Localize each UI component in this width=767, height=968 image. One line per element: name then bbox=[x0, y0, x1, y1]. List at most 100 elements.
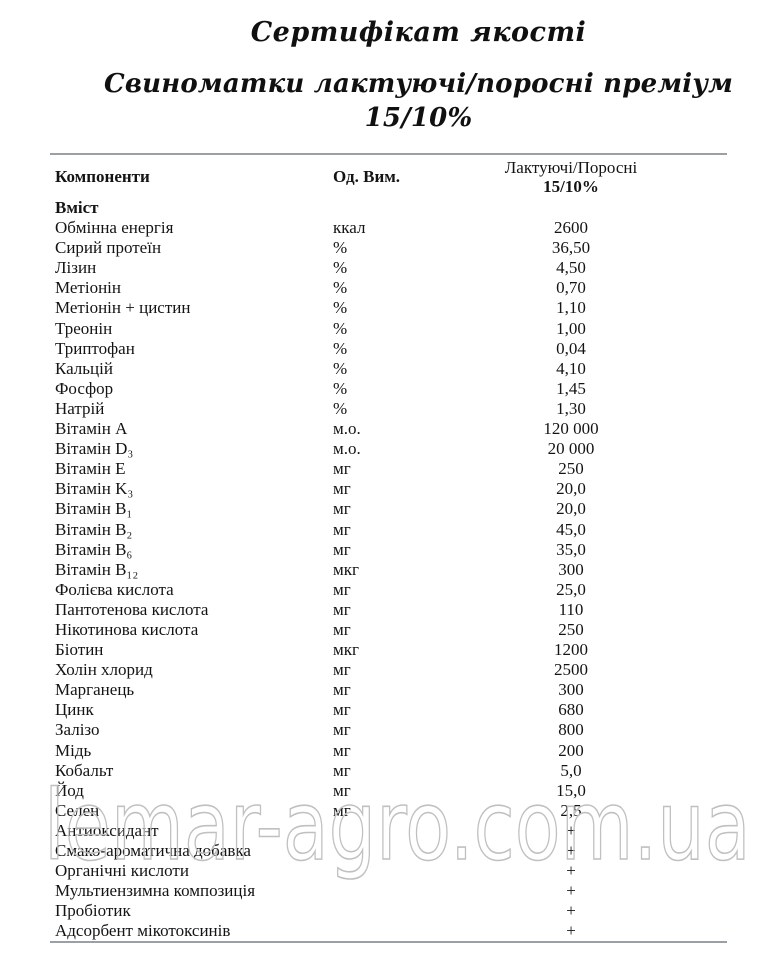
table-row: Нікотинова кислота мг 250 bbox=[50, 620, 727, 640]
section-label: Вміст bbox=[55, 198, 99, 217]
row-component: Цинк bbox=[55, 700, 94, 720]
row-value: 250 bbox=[558, 459, 584, 479]
table-row: Органічні кислоти + bbox=[50, 861, 727, 881]
table-row: Кобальт мг 5,0 bbox=[50, 761, 727, 781]
table-row: Йод мг 15,0 bbox=[50, 781, 727, 801]
row-component: Вітамін K₃ bbox=[55, 479, 134, 499]
row-value: 2600 bbox=[554, 218, 588, 238]
row-unit bbox=[333, 921, 471, 941]
table-row: Сирий протеїн % 36,50 bbox=[50, 238, 727, 258]
row-value: + bbox=[566, 901, 576, 921]
row-component: Вітамін B₆ bbox=[55, 539, 133, 559]
table-row: Антиоксидант + bbox=[50, 821, 727, 841]
row-value: 1,30 bbox=[556, 398, 586, 418]
title-block: Сертифікат якості Свиноматки лактуючі/по… bbox=[70, 16, 767, 135]
row-value: 15,0 bbox=[556, 780, 586, 800]
row-unit: мг bbox=[333, 479, 351, 499]
row-unit: мг bbox=[333, 619, 351, 639]
row-component: Мідь bbox=[55, 740, 92, 760]
table-row: Метіонін + цистин % 1,10 bbox=[50, 298, 727, 318]
column-header-unit: Од. Вим. bbox=[333, 166, 401, 186]
row-component: Адсорбент мікотоксинів bbox=[55, 921, 231, 941]
table-row: Вітамін K₃ мг 20,0 bbox=[50, 479, 727, 499]
row-component: Натрій bbox=[55, 398, 105, 418]
row-value: 680 bbox=[558, 700, 584, 720]
table-row: Кальцій % 4,10 bbox=[50, 359, 727, 379]
row-value: + bbox=[566, 820, 576, 840]
row-unit: мг bbox=[333, 780, 351, 800]
row-value: 110 bbox=[558, 599, 584, 619]
row-value: 1,00 bbox=[556, 318, 586, 338]
row-component: Обмінна енергія bbox=[55, 218, 174, 238]
row-unit: мг bbox=[333, 720, 351, 740]
row-value: 45,0 bbox=[556, 519, 586, 539]
row-value: 36,50 bbox=[551, 238, 591, 258]
row-unit bbox=[333, 881, 471, 901]
row-value: 4,10 bbox=[556, 358, 586, 378]
row-component: Метіонін + цистин bbox=[55, 298, 191, 318]
row-value: 2,5 bbox=[560, 800, 582, 820]
table-row: Адсорбент мікотоксинів + bbox=[50, 921, 727, 941]
row-component: Йод bbox=[55, 780, 84, 800]
row-unit: мг bbox=[333, 539, 351, 559]
row-value: 800 bbox=[558, 720, 584, 740]
table-row: Вітамін D₃ м.о. 20 000 bbox=[50, 439, 727, 459]
row-unit bbox=[333, 821, 471, 841]
table-row: Вітамін B₆ мг 35,0 bbox=[50, 540, 727, 560]
row-unit: % bbox=[333, 398, 348, 418]
row-component: Вітамін A bbox=[55, 419, 128, 439]
row-unit bbox=[333, 901, 471, 921]
row-value: 0,04 bbox=[556, 338, 586, 358]
table-row: Метіонін % 0,70 bbox=[50, 278, 727, 298]
row-value: 200 bbox=[558, 740, 584, 760]
row-component: Нікотинова кислота bbox=[55, 619, 199, 639]
row-unit: % bbox=[333, 258, 348, 278]
table-row: Фолієва кислота мг 25,0 bbox=[50, 580, 727, 600]
row-value: 20,0 bbox=[556, 479, 586, 499]
row-unit: м.о. bbox=[333, 439, 361, 459]
row-component: Вітамін E bbox=[55, 459, 126, 479]
row-component: Холін хлорид bbox=[55, 660, 153, 680]
row-unit: мг bbox=[333, 499, 351, 519]
row-value: 20,0 bbox=[556, 499, 586, 519]
table-row: Треонін % 1,00 bbox=[50, 319, 727, 339]
row-unit: мг bbox=[333, 459, 351, 479]
table-row: Біотин мкг 1200 bbox=[50, 640, 727, 660]
table-row: Селен мг 2,5 bbox=[50, 801, 727, 821]
row-component: Треонін bbox=[55, 318, 113, 338]
table-row: Цинк мг 680 bbox=[50, 700, 727, 720]
row-component: Вітамін B₁₂ bbox=[55, 559, 139, 579]
row-unit: мг bbox=[333, 599, 351, 619]
row-component: Фосфор bbox=[55, 378, 114, 398]
row-unit: мг bbox=[333, 700, 351, 720]
row-component: Біотин bbox=[55, 640, 104, 660]
row-component: Смако-ароматична добавка bbox=[55, 841, 251, 860]
row-value: + bbox=[566, 841, 576, 860]
row-component: Селен bbox=[55, 800, 100, 820]
row-value: 120 000 bbox=[543, 419, 599, 439]
row-unit: мкг bbox=[333, 640, 359, 660]
row-unit: % bbox=[333, 358, 348, 378]
row-value: + bbox=[566, 921, 576, 941]
row-component: Вітамін D₃ bbox=[55, 439, 134, 459]
row-unit: мг bbox=[333, 660, 351, 680]
table-row: Холін хлорид мг 2500 bbox=[50, 660, 727, 680]
row-unit: мкг bbox=[333, 559, 359, 579]
column-header-value-line1: Лактуючі/Поросні bbox=[504, 157, 638, 177]
row-unit bbox=[333, 841, 471, 861]
table-row: Мультиензимна композиція + bbox=[50, 881, 727, 901]
table-row: Вітамін A м.о. 120 000 bbox=[50, 419, 727, 439]
row-component: Марганець bbox=[55, 680, 135, 700]
row-value: 1,10 bbox=[556, 298, 586, 318]
table-row: Пробіотик + bbox=[50, 901, 727, 921]
row-unit: мг bbox=[333, 760, 351, 780]
row-component: Залізо bbox=[55, 720, 100, 740]
row-unit: ккал bbox=[333, 218, 366, 238]
table-row: Вітамін B₁₂ мкг 300 bbox=[50, 560, 727, 580]
row-component: Пантотенова кислота bbox=[55, 599, 209, 619]
table-row: Вітамін B₁ мг 20,0 bbox=[50, 499, 727, 519]
row-component: Пробіотик bbox=[55, 901, 131, 921]
row-unit: мг bbox=[333, 800, 351, 820]
row-component: Сирий протеїн bbox=[55, 238, 162, 258]
